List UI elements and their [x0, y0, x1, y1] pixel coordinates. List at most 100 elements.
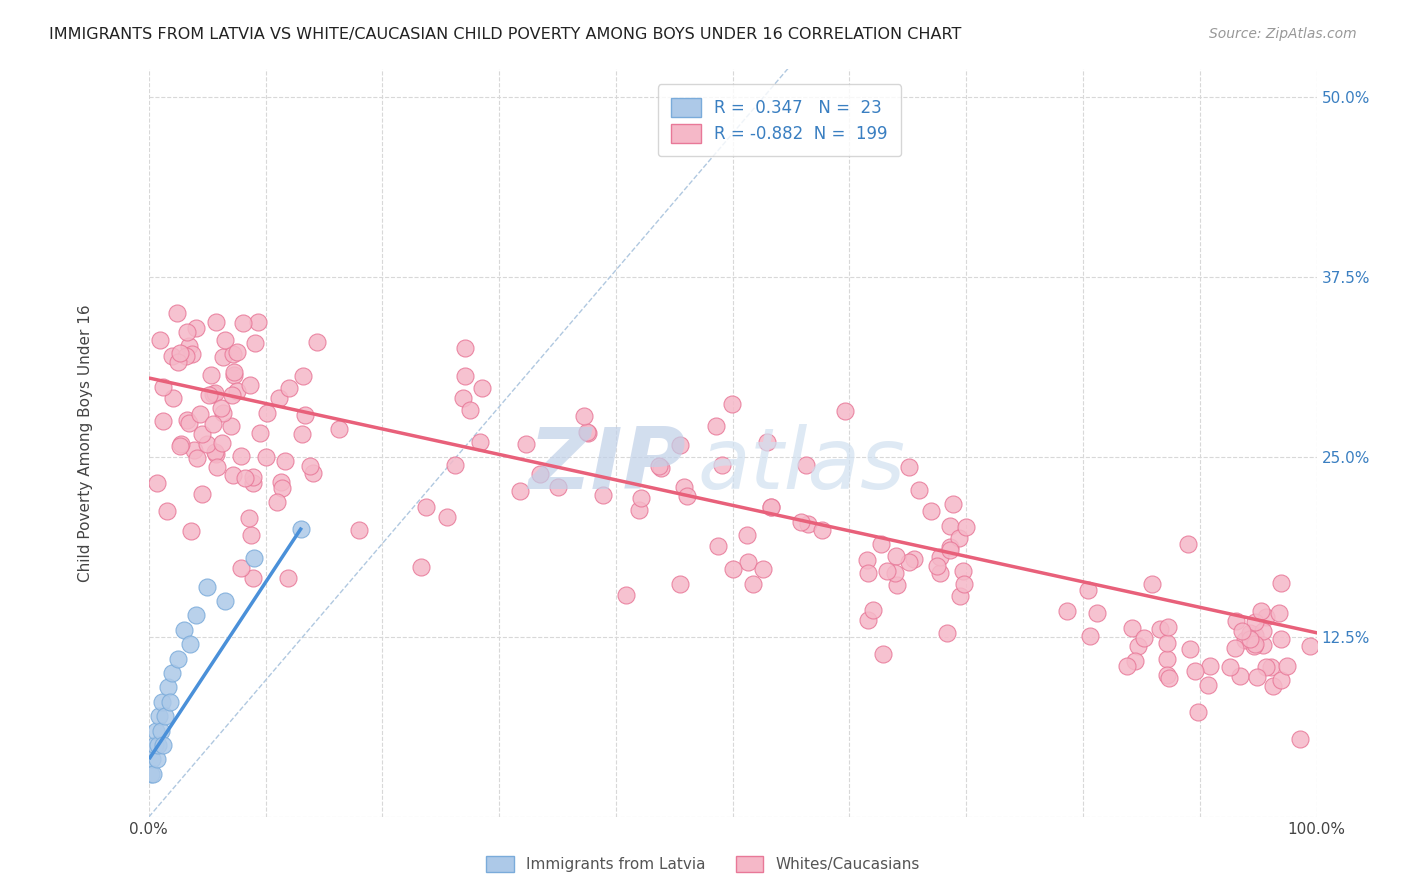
Point: [755, 434, 778, 449]
Point: [160, 666, 183, 681]
Point: [616, 588, 638, 602]
Point: [789, 515, 811, 529]
Point: [1177, 537, 1199, 551]
Point: [897, 555, 920, 569]
Point: [188, 407, 211, 421]
Point: [183, 443, 205, 458]
Point: [221, 388, 243, 402]
Point: [177, 416, 200, 430]
Point: [453, 369, 475, 384]
Point: [156, 504, 179, 518]
Point: [811, 523, 834, 537]
Point: [173, 623, 195, 637]
Point: [592, 488, 614, 502]
Point: [942, 497, 965, 511]
Point: [415, 500, 437, 515]
Point: [1121, 621, 1143, 635]
Point: [855, 552, 877, 566]
Point: [156, 681, 179, 695]
Point: [243, 550, 266, 565]
Point: [1156, 668, 1178, 682]
Point: [229, 449, 252, 463]
Point: [179, 637, 201, 651]
Point: [872, 647, 894, 661]
Point: [575, 425, 598, 440]
Point: [202, 417, 225, 431]
Point: [955, 520, 977, 534]
Point: [1078, 629, 1101, 643]
Point: [742, 577, 765, 591]
Point: [1077, 582, 1099, 597]
Point: [302, 466, 325, 480]
Point: [650, 460, 672, 475]
Point: [884, 549, 907, 564]
Point: [761, 500, 783, 514]
Text: Source: ZipAtlas.com: Source: ZipAtlas.com: [1209, 27, 1357, 41]
Text: IMMIGRANTS FROM LATVIA VS WHITE/CAUCASIAN CHILD POVERTY AMONG BOYS UNDER 16 CORR: IMMIGRANTS FROM LATVIA VS WHITE/CAUCASIA…: [49, 27, 962, 42]
Point: [305, 334, 328, 349]
Point: [1251, 638, 1274, 652]
Point: [1184, 664, 1206, 678]
Point: [929, 566, 952, 580]
Point: [1243, 628, 1265, 642]
Point: [928, 550, 950, 565]
Point: [221, 419, 243, 434]
Point: [862, 602, 884, 616]
Point: [242, 469, 264, 483]
Point: [759, 500, 782, 514]
Point: [249, 426, 271, 441]
Point: [191, 427, 214, 442]
Point: [515, 437, 537, 451]
Point: [328, 422, 350, 436]
Point: [948, 531, 970, 545]
Point: [471, 381, 494, 395]
Point: [1126, 640, 1149, 654]
Point: [1085, 607, 1108, 621]
Point: [1123, 654, 1146, 668]
Point: [737, 555, 759, 569]
Point: [1243, 639, 1265, 653]
Point: [669, 576, 692, 591]
Point: [233, 471, 256, 485]
Point: [752, 562, 775, 576]
Point: [720, 397, 742, 411]
Point: [201, 387, 224, 401]
Point: [195, 437, 218, 451]
Point: [1156, 636, 1178, 650]
Point: [170, 437, 193, 451]
Point: [411, 560, 433, 574]
Point: [266, 494, 288, 508]
Point: [939, 519, 962, 533]
Point: [141, 752, 163, 766]
Point: [186, 450, 208, 465]
Point: [205, 447, 228, 461]
Point: [212, 351, 235, 365]
Point: [711, 458, 734, 473]
Point: [278, 381, 301, 395]
Point: [927, 559, 949, 574]
Point: [1270, 632, 1292, 646]
Point: [834, 404, 856, 418]
Point: [214, 333, 236, 347]
Point: [436, 509, 458, 524]
Point: [468, 435, 491, 450]
Point: [884, 566, 907, 580]
Point: [184, 608, 207, 623]
Point: [146, 476, 169, 491]
Point: [179, 339, 201, 353]
Point: [1268, 606, 1291, 620]
Point: [1056, 604, 1078, 618]
Point: [1260, 660, 1282, 674]
Point: [1230, 624, 1253, 638]
Point: [142, 767, 165, 781]
Point: [204, 386, 226, 401]
Point: [1133, 632, 1156, 646]
Point: [1187, 705, 1209, 719]
Point: [737, 528, 759, 542]
Point: [1156, 652, 1178, 666]
Point: [1239, 632, 1261, 646]
Point: [176, 412, 198, 426]
Point: [1270, 673, 1292, 687]
Point: [271, 481, 294, 495]
Point: [1270, 575, 1292, 590]
